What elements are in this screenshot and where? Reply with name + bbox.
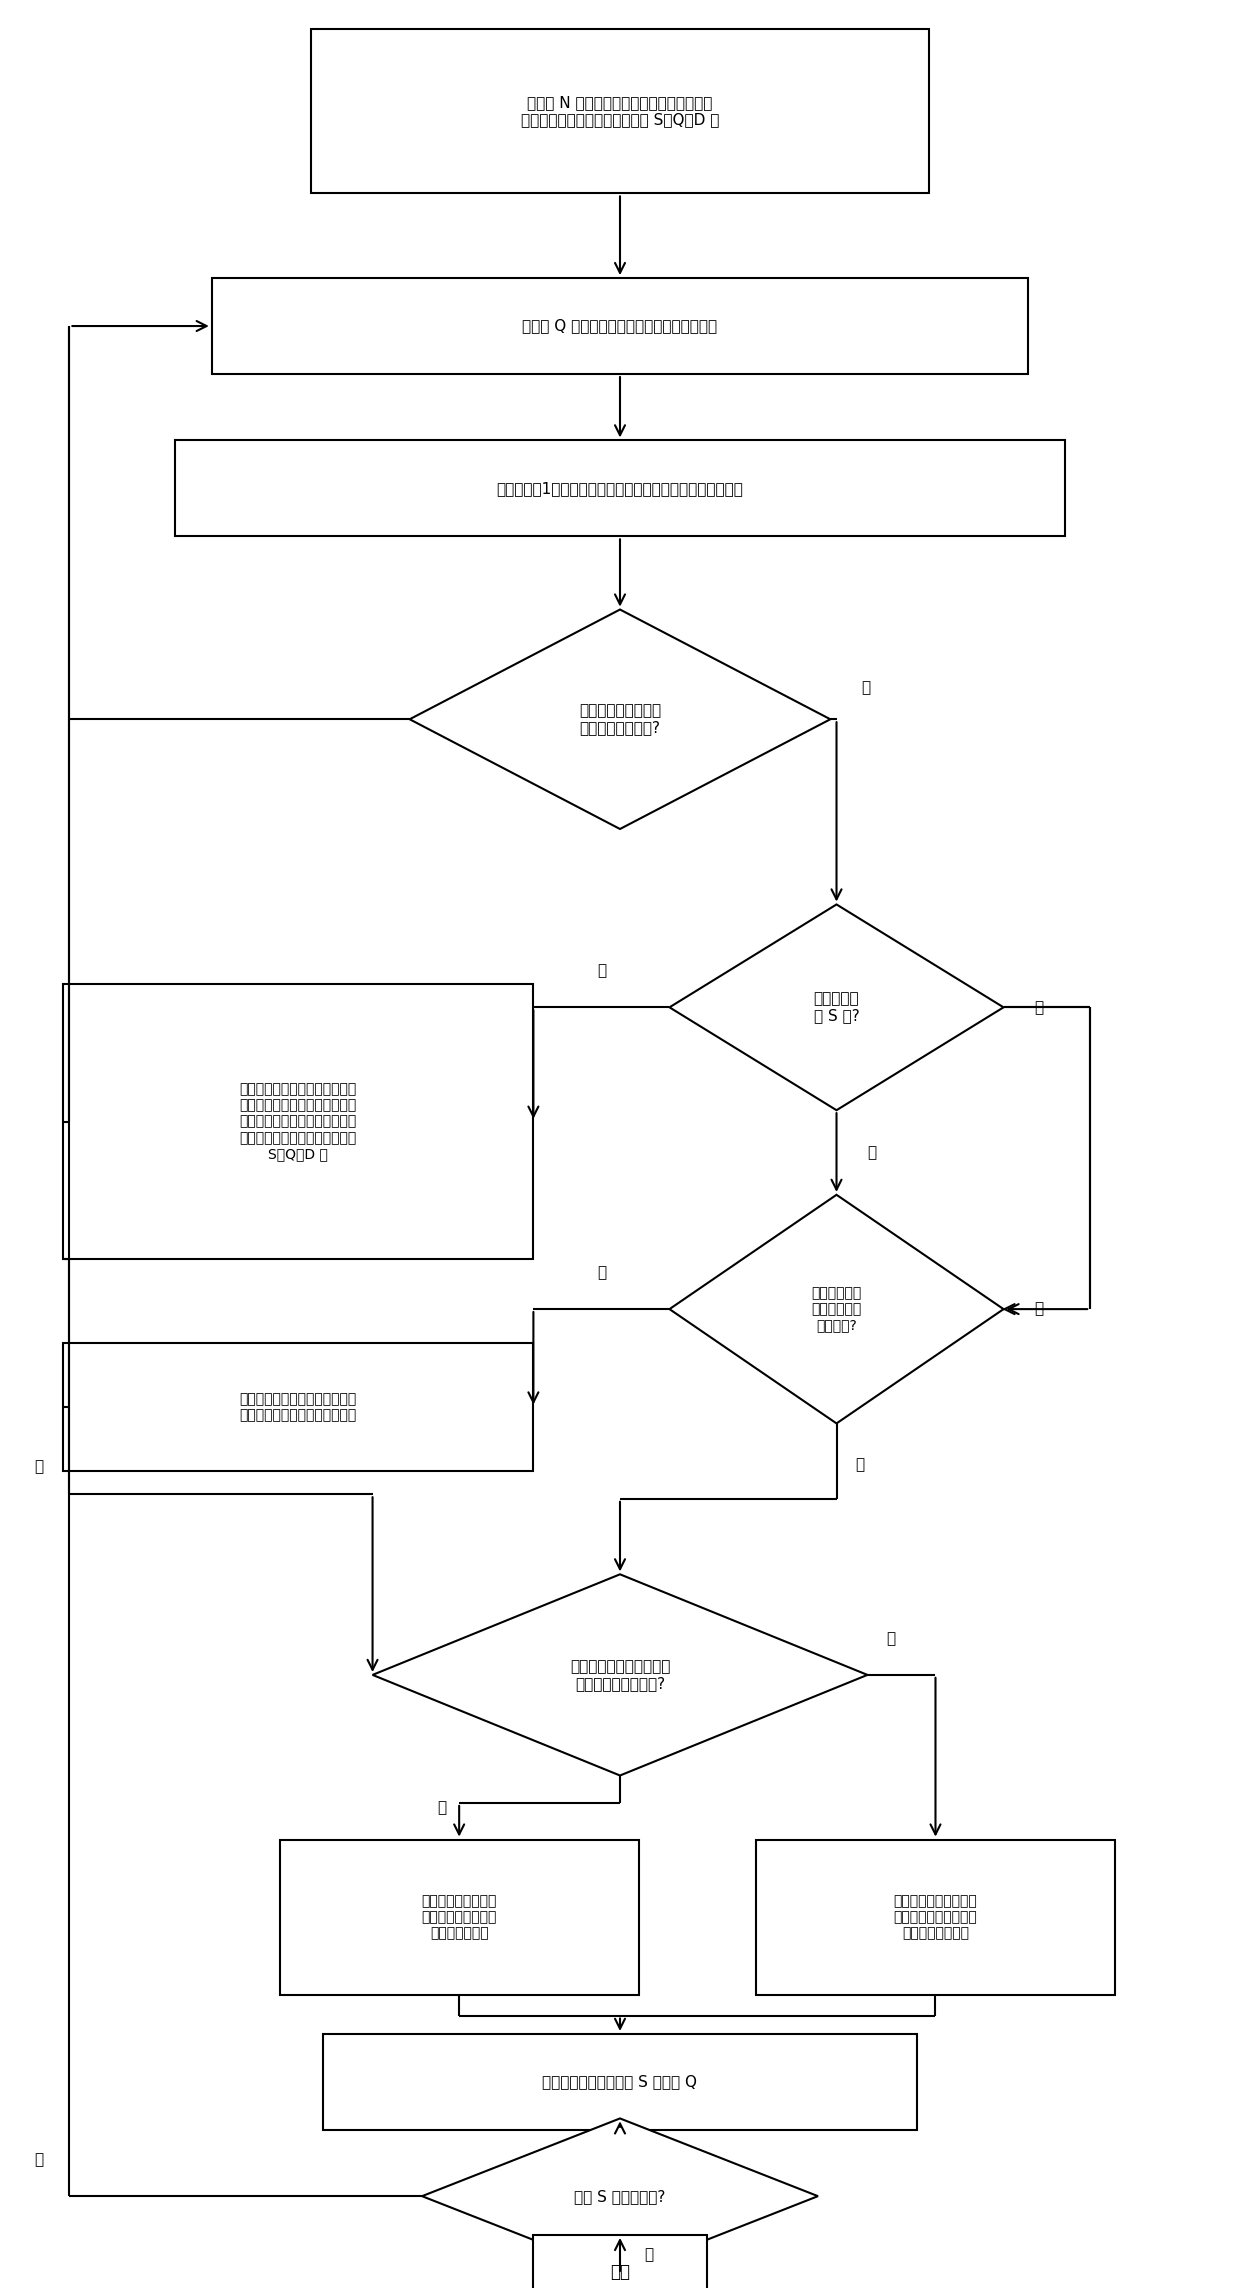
Polygon shape <box>670 1195 1003 1424</box>
Text: 按照公式（1）重新计算当前种子点的位移估计和互相关系数: 按照公式（1）重新计算当前种子点的位移估计和互相关系数 <box>496 481 744 497</box>
Text: 否: 否 <box>862 680 870 696</box>
Text: 当前种子点的四邻域
点都进行过初始化?: 当前种子点的四邻域 点都进行过初始化? <box>579 703 661 735</box>
Text: 随机选 N 个初始点，其坐标、对应的互相关
系数和位移估计值分别存入集合 S、Q、D 中: 随机选 N 个初始点，其坐标、对应的互相关 系数和位移估计值分别存入集合 S、Q… <box>521 94 719 128</box>
Text: 结束: 结束 <box>610 2262 630 2280</box>
Text: 将更新的位移估计确
定为当前种子点的最
终位移估计结果: 将更新的位移估计确 定为当前种子点的最 终位移估计结果 <box>422 1893 497 1941</box>
Text: 更新的互相关系数大于先
前对该点的初始化值?: 更新的互相关系数大于先 前对该点的初始化值? <box>570 1660 670 1692</box>
FancyBboxPatch shape <box>212 277 1028 373</box>
FancyBboxPatch shape <box>756 1840 1115 1996</box>
Text: 是: 是 <box>438 1799 446 1815</box>
Text: 邻域点在集
合 S 中?: 邻域点在集 合 S 中? <box>813 991 859 1023</box>
Text: 是: 是 <box>1034 1302 1044 1316</box>
Polygon shape <box>670 904 1003 1110</box>
Text: 集合 S 是否为空集?: 集合 S 是否为空集? <box>574 2188 666 2204</box>
Text: 否: 否 <box>33 2152 43 2168</box>
Text: 否: 否 <box>887 1630 895 1646</box>
Text: 否: 否 <box>596 1266 606 1280</box>
Text: 将当前种子点移出集合 S 和集合 Q: 将当前种子点移出集合 S 和集合 Q <box>543 2074 697 2090</box>
FancyBboxPatch shape <box>533 2234 707 2289</box>
Text: 否: 否 <box>596 964 606 977</box>
Text: 用当前种子点的位移估计结果和
互相关系数对该邻域点进行初始
化，并将邻域点的坐标、初始化
结果、位移估计值分别存入集合
S、Q、D 中: 用当前种子点的位移估计结果和 互相关系数对该邻域点进行初始 化，并将邻域点的坐标… <box>239 1083 357 1161</box>
Text: 是: 是 <box>1034 1000 1044 1014</box>
Text: 用当前种子点的位移估计结果和
互相关系数对该邻域点进行更新: 用当前种子点的位移估计结果和 互相关系数对该邻域点进行更新 <box>239 1392 357 1421</box>
Text: 是: 是 <box>856 1458 864 1472</box>
FancyBboxPatch shape <box>63 984 533 1259</box>
FancyBboxPatch shape <box>63 1344 533 1472</box>
Polygon shape <box>409 609 831 829</box>
Polygon shape <box>422 2117 818 2273</box>
Text: 邻域点的互相
关系数大于当
前种子点?: 邻域点的互相 关系数大于当 前种子点? <box>811 1286 862 1332</box>
Text: 把集合 Q 中最大值对应的坐标作为当前种子点: 把集合 Q 中最大值对应的坐标作为当前种子点 <box>522 318 718 334</box>
FancyBboxPatch shape <box>311 30 929 195</box>
Polygon shape <box>372 1575 868 1776</box>
FancyBboxPatch shape <box>175 439 1065 536</box>
FancyBboxPatch shape <box>280 1840 639 1996</box>
Text: 是: 是 <box>33 1460 43 1474</box>
FancyBboxPatch shape <box>324 2035 916 2129</box>
Text: 是: 是 <box>645 2248 653 2262</box>
Text: 将先前对该点的初始化
值确定为当前种子点的
最终位移估计结果: 将先前对该点的初始化 值确定为当前种子点的 最终位移估计结果 <box>894 1893 977 1941</box>
Text: 是: 是 <box>868 1144 877 1161</box>
